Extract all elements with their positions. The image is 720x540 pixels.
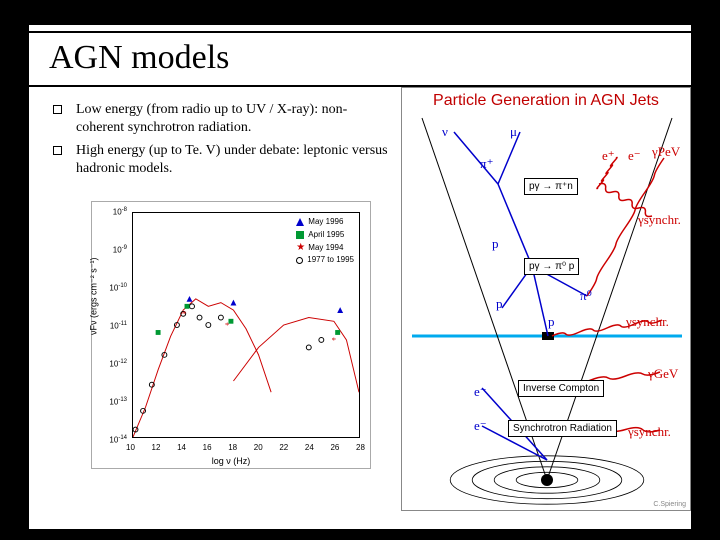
svg-text:γsynchr.: γsynchr. xyxy=(637,212,681,227)
triangle-icon xyxy=(296,218,304,226)
svg-text:*: * xyxy=(332,335,336,345)
svg-text:γPeV: γPeV xyxy=(651,144,681,159)
svg-text:π⁺: π⁺ xyxy=(480,156,493,171)
svg-text:e⁻: e⁻ xyxy=(474,418,487,433)
svg-text:e⁻: e⁻ xyxy=(628,148,641,163)
bullet-item: High energy (up to Te. V) under debate: … xyxy=(53,142,393,177)
reaction-box: pγ → π⁺n xyxy=(524,178,578,195)
svg-text:ν: ν xyxy=(442,124,448,139)
bullet-text: High energy (up to Te. V) under debate: … xyxy=(76,142,393,177)
legend-item: April 1995 xyxy=(296,229,354,242)
legend-item: May 1996 xyxy=(296,216,354,229)
rule-top xyxy=(29,31,691,33)
legend-label: May 1996 xyxy=(308,216,343,229)
diagram-credit: C.Spiering xyxy=(653,501,686,508)
bullet-list: Low energy (from radio up to UV / X-ray)… xyxy=(53,101,393,183)
svg-text:π⁰: π⁰ xyxy=(580,288,592,303)
bullet-icon xyxy=(53,146,62,155)
svg-text:γGeV: γGeV xyxy=(647,366,679,381)
bullet-text: Low energy (from radio up to UV / X-ray)… xyxy=(76,101,393,136)
x-axis-label: log ν (Hz) xyxy=(92,456,370,466)
svg-text:e⁺: e⁺ xyxy=(602,148,615,163)
legend-item: 1977 to 1995 xyxy=(296,254,354,267)
svg-text:p: p xyxy=(496,296,503,311)
bullet-item: Low energy (from radio up to UV / X-ray)… xyxy=(53,101,393,136)
star-icon: ★ xyxy=(296,244,304,252)
chart-legend: May 1996 April 1995 ★ May 1994 1977 to 1… xyxy=(296,216,354,267)
slide: AGN models Low energy (from radio up to … xyxy=(28,24,692,530)
circle-icon xyxy=(296,257,303,264)
diagram-canvas: ν μ π⁺ e⁺ e⁻ γPeV γsynchr. p p π⁰ p γsynchr. γGeV e⁻ e… xyxy=(402,88,692,512)
svg-text:p: p xyxy=(492,236,499,251)
svg-text:γsynchr.: γsynchr. xyxy=(625,314,669,329)
reaction-box: pγ → π⁰ p xyxy=(524,258,579,275)
legend-item: ★ May 1994 xyxy=(296,242,354,255)
square-icon xyxy=(296,231,304,239)
legend-label: 1977 to 1995 xyxy=(307,254,354,267)
svg-text:p: p xyxy=(548,314,555,329)
bullet-icon xyxy=(53,105,62,114)
svg-text:γsynchr.: γsynchr. xyxy=(627,424,671,439)
sed-chart: νFν (ergs cm⁻² s⁻¹) *** log ν (Hz) May 1… xyxy=(91,201,371,469)
legend-label: April 1995 xyxy=(308,229,344,242)
svg-text:*: * xyxy=(182,309,186,319)
legend-label: May 1994 xyxy=(308,242,343,255)
slide-title: AGN models xyxy=(49,39,229,77)
y-axis-label: νFν (ergs cm⁻² s⁻¹) xyxy=(89,258,100,336)
svg-text:μ: μ xyxy=(510,124,517,139)
process-box: Inverse Compton xyxy=(518,380,604,397)
agn-jet-diagram: Particle Generation in AGN Jets νμπ⁺e⁺e⁻… xyxy=(401,87,691,511)
process-box: Synchrotron Radiation xyxy=(508,420,617,437)
svg-text:e⁻: e⁻ xyxy=(474,384,487,399)
